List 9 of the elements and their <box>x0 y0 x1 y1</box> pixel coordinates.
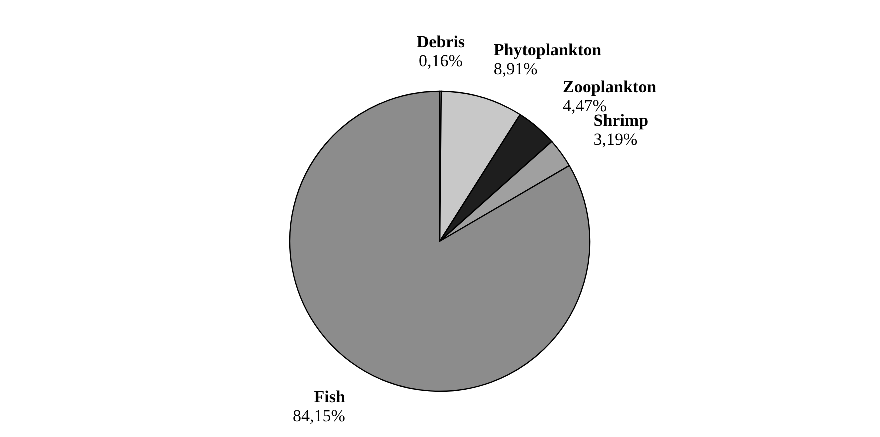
data-label: 3,19% <box>594 130 638 149</box>
slice-label: Debris <box>416 32 466 52</box>
data-label: 0,16% <box>418 52 463 70</box>
slice-label: Fish <box>314 387 346 406</box>
data-label: 84,15% <box>293 406 346 426</box>
data-label: 8,91% <box>494 59 538 78</box>
slice-label: Shrimp <box>594 110 649 130</box>
slice-label: Zooplankton <box>563 78 658 97</box>
slice-label: Phytoplankton <box>494 40 602 60</box>
